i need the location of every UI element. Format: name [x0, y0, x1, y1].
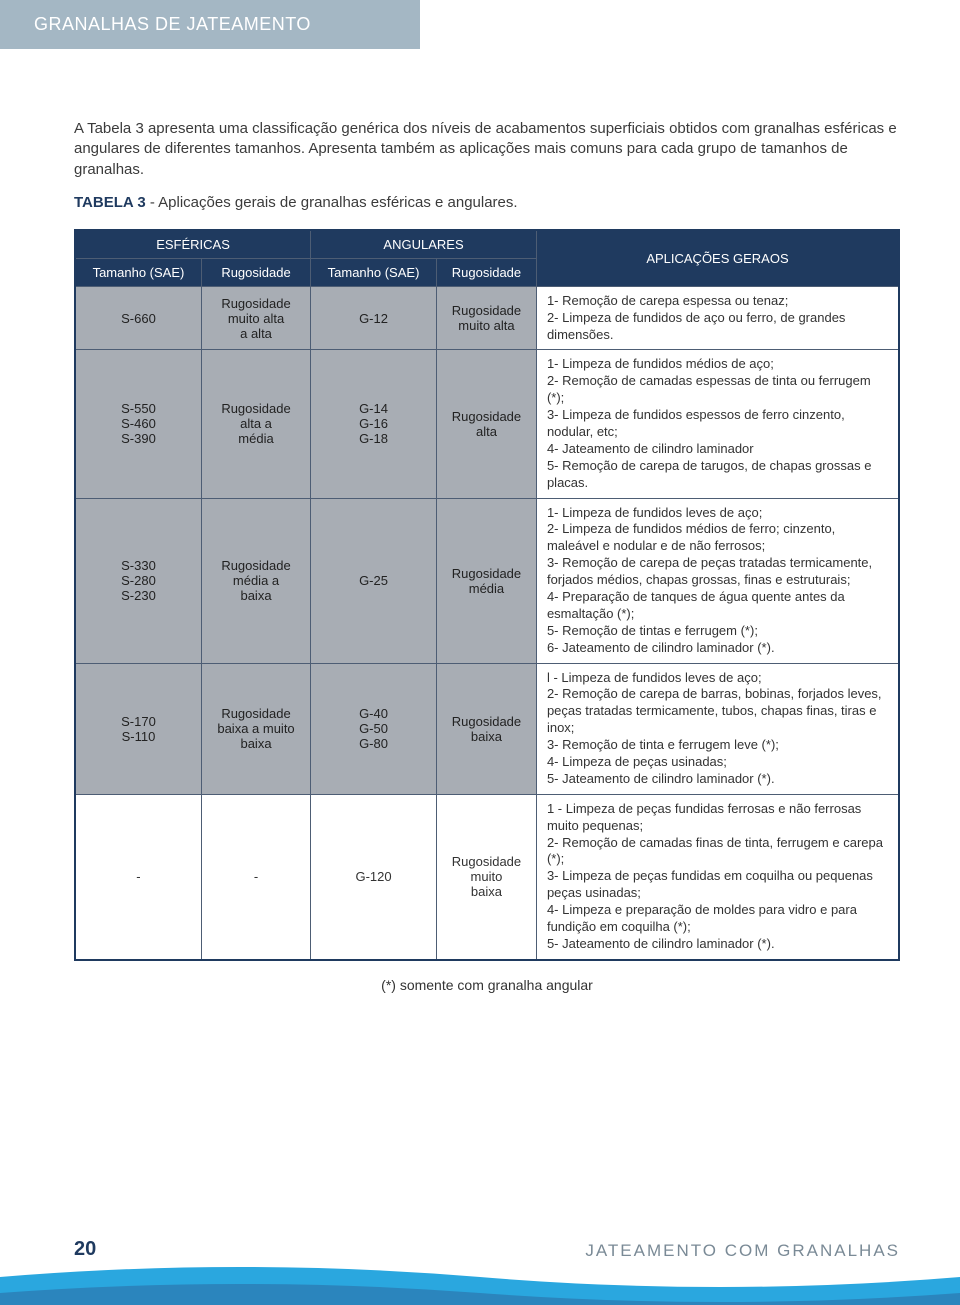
applications-table: ESFÉRICAS ANGULARES APLICAÇÕES GERAOS Ta…	[74, 229, 900, 961]
cell-ang_size: G-25	[311, 498, 437, 663]
cell-esf_size: S-550 S-460 S-390	[75, 350, 201, 498]
th-aplicacoes: APLICAÇÕES GERAOS	[536, 230, 899, 287]
page-number: 20	[74, 1238, 96, 1261]
cell-esf_size: -	[75, 794, 201, 960]
cell-ang_rug: Rugosidade média	[436, 498, 536, 663]
table-row: S-550 S-460 S-390Rugosidade alta a média…	[75, 350, 899, 498]
table-footnote: (*) somente com granalha angular	[74, 977, 900, 993]
table-row: S-170 S-110Rugosidade baixa a muito baix…	[75, 663, 899, 794]
cell-app: 1- Limpeza de fundidos médios de aço; 2-…	[536, 350, 899, 498]
page-footer: 20 JATEAMENTO COM GRANALHAS	[0, 1221, 960, 1305]
cell-app: l - Limpeza de fundidos leves de aço; 2-…	[536, 663, 899, 794]
table-row: S-660Rugosidade muito alta a altaG-12Rug…	[75, 286, 899, 350]
table-caption-bold: TABELA 3	[74, 194, 146, 211]
cell-ang_size: G-12	[311, 286, 437, 350]
th-esfericas: ESFÉRICAS	[75, 230, 311, 259]
cell-esf_rug: Rugosidade alta a média	[201, 350, 310, 498]
cell-ang_size: G-40 G-50 G-80	[311, 663, 437, 794]
table-head: ESFÉRICAS ANGULARES APLICAÇÕES GERAOS Ta…	[75, 230, 899, 287]
cell-esf_rug: Rugosidade baixa a muito baixa	[201, 663, 310, 794]
page-header-band: GRANALHAS DE JATEAMENTO	[0, 0, 420, 49]
cell-ang_rug: Rugosidade baixa	[436, 663, 536, 794]
table-row: --G-120Rugosidade muito baixa1 - Limpeza…	[75, 794, 899, 960]
footer-text: JATEAMENTO COM GRANALHAS	[585, 1241, 900, 1261]
page-header-title: GRANALHAS DE JATEAMENTO	[34, 14, 311, 34]
cell-esf_rug: Rugosidade muito alta a alta	[201, 286, 310, 350]
cell-app: 1 - Limpeza de peças fundidas ferrosas e…	[536, 794, 899, 960]
cell-esf_size: S-330 S-280 S-230	[75, 498, 201, 663]
cell-ang_rug: Rugosidade alta	[436, 350, 536, 498]
table-row: S-330 S-280 S-230Rugosidade média a baix…	[75, 498, 899, 663]
cell-esf_size: S-660	[75, 286, 201, 350]
intro-paragraph: A Tabela 3 apresenta uma classificação g…	[74, 119, 900, 180]
th-angulares: ANGULARES	[311, 230, 537, 259]
footer-swoosh	[0, 1263, 960, 1305]
table-caption: TABELA 3 - Aplicações gerais de granalha…	[74, 194, 900, 211]
cell-app: 1- Limpeza de fundidos leves de aço; 2- …	[536, 498, 899, 663]
cell-esf_rug: Rugosidade média a baixa	[201, 498, 310, 663]
th-ang-tamanho: Tamanho (SAE)	[311, 258, 437, 286]
table-body: S-660Rugosidade muito alta a altaG-12Rug…	[75, 286, 899, 960]
cell-ang_size: G-14 G-16 G-18	[311, 350, 437, 498]
th-esf-tamanho: Tamanho (SAE)	[75, 258, 201, 286]
cell-app: 1- Remoção de carepa espessa ou tenaz; 2…	[536, 286, 899, 350]
table-caption-rest: - Aplicações gerais de granalhas esféric…	[146, 194, 518, 211]
cell-esf_rug: -	[201, 794, 310, 960]
cell-esf_size: S-170 S-110	[75, 663, 201, 794]
cell-ang_size: G-120	[311, 794, 437, 960]
cell-ang_rug: Rugosidade muito alta	[436, 286, 536, 350]
th-esf-rugosidade: Rugosidade	[201, 258, 310, 286]
page-content: A Tabela 3 apresenta uma classificação g…	[0, 49, 960, 993]
cell-ang_rug: Rugosidade muito baixa	[436, 794, 536, 960]
th-ang-rugosidade: Rugosidade	[436, 258, 536, 286]
